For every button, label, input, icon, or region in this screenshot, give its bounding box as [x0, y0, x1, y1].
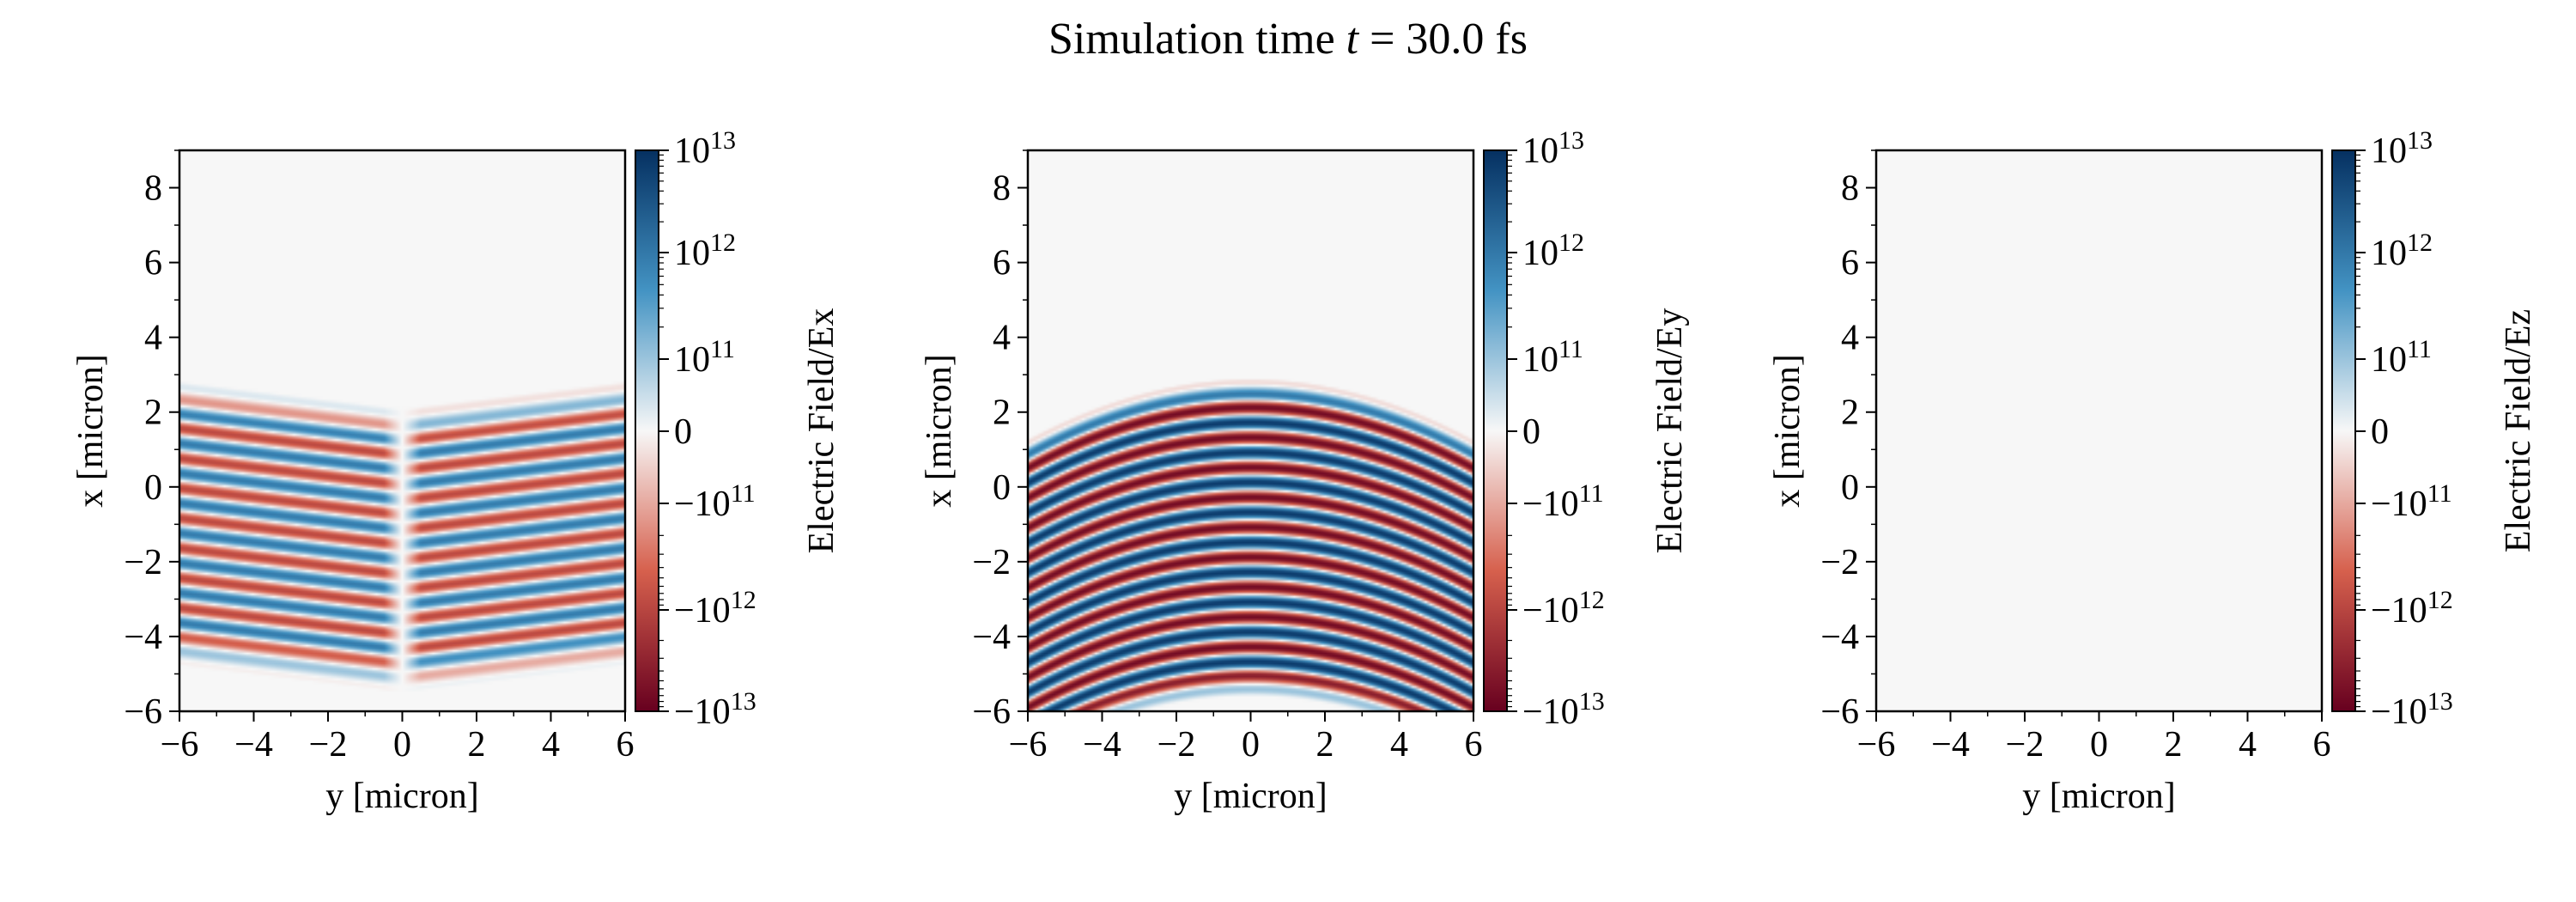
y-axis-label: x [micron]: [1768, 354, 1807, 507]
heatmap-ex: [179, 150, 625, 711]
heatmap-ez: [1876, 150, 2322, 711]
colorbar-tick-label: 0: [1522, 412, 1540, 452]
colorbar-gradient: [2332, 150, 2355, 711]
x-tick-label: −4: [1083, 725, 1121, 765]
x-tick-label: 4: [542, 725, 560, 765]
colorbar-tick-label: 0: [674, 412, 692, 452]
x-tick-label: 6: [2313, 725, 2331, 765]
y-tick-label: −4: [972, 618, 1011, 657]
x-tick-label: 4: [1390, 725, 1408, 765]
y-tick-label: 8: [993, 169, 1011, 209]
y-tick-label: 4: [144, 319, 162, 358]
y-tick-label: 2: [144, 393, 162, 433]
panel-ez: −6 −4 −2 0 2 4 6 −6 −4 −2 0 2 4 6 8 y [micron] x [micron…: [1768, 126, 2538, 816]
colorbar-tick-label: −1011: [1522, 479, 1604, 524]
x-tick-label: −4: [234, 725, 273, 765]
x-tick-label: 6: [617, 725, 635, 765]
heatmap-ey: [1028, 150, 1473, 711]
colorbar-tick-label: −1012: [1522, 586, 1605, 631]
x-tick-label: −2: [309, 725, 348, 765]
y-tick-label: −4: [1820, 618, 1859, 657]
y-tick-label: 4: [1841, 319, 1859, 358]
panel-ey: −6 −4 −2 0 2 4 6 −6 −4 −2 0 2 4 6 8 y [micron] x [micron…: [920, 126, 1690, 816]
y-tick-label: 2: [1841, 393, 1859, 433]
y-tick-label: −6: [972, 692, 1011, 732]
x-tick-label: −4: [1931, 725, 1970, 765]
colorbar-tick-label: 1011: [674, 335, 735, 380]
colorbar-tick-label: 1013: [674, 126, 736, 171]
colorbar-tick-label: 1012: [1522, 229, 1584, 273]
colorbar: 1013 1012 1011 0 −1011 −1012 −1013 Electric Fie…: [635, 126, 841, 732]
colorbar-gradient: [635, 150, 659, 711]
colorbar-tick-label: −1011: [2371, 479, 2452, 524]
colorbar-tick-label: 1013: [2371, 126, 2433, 171]
x-tick-label: 0: [1242, 725, 1260, 765]
colorbar-tick-label: 1012: [674, 229, 736, 273]
colorbar-tick-label: 0: [2371, 412, 2389, 452]
x-tick-label: 2: [468, 725, 486, 765]
x-tick-label: 0: [393, 725, 411, 765]
y-tick-label: 6: [1841, 244, 1859, 283]
x-tick-label: −2: [2006, 725, 2044, 765]
y-tick-label: −6: [124, 692, 162, 732]
x-axis-label: y [micron]: [325, 777, 478, 816]
panels: −6 −4 −2 0 2 4 6 −6 −4 −2 0 2 4 6 8 y [micron] x [micron…: [71, 126, 2538, 816]
colorbar-tick-label: −1012: [2371, 586, 2453, 631]
colorbar-tick-label: −1013: [674, 687, 756, 732]
x-tick-label: 6: [1465, 725, 1483, 765]
colorbar-tick-label: −1013: [1522, 687, 1605, 732]
y-tick-label: −2: [972, 543, 1011, 582]
colorbar-gradient: [1484, 150, 1507, 711]
x-tick-label: 2: [1316, 725, 1334, 765]
panel-ex: −6 −4 −2 0 2 4 6 −6 −4 −2 0 2 4 6 8 y [micron] x [micron…: [71, 126, 841, 816]
y-tick-label: −4: [124, 618, 162, 657]
x-axis-label: y [micron]: [2022, 777, 2175, 816]
colorbar-label: Electric Field/Ey: [1650, 308, 1690, 554]
colorbar-tick-label: 1011: [2371, 335, 2432, 380]
colorbar-label: Electric Field/Ex: [802, 308, 841, 554]
x-tick-label: 2: [2165, 725, 2183, 765]
colorbar-tick-label: −1012: [674, 586, 756, 631]
y-tick-label: 2: [993, 393, 1011, 433]
y-tick-label: 8: [144, 169, 162, 209]
y-tick-label: −2: [1820, 543, 1859, 582]
x-tick-label: 0: [2090, 725, 2108, 765]
x-tick-label: 4: [2239, 725, 2257, 765]
colorbar-tick-label: 1012: [2371, 229, 2433, 273]
x-tick-label: −6: [161, 725, 199, 765]
y-axis-label: x [micron]: [920, 354, 959, 507]
colorbar: 1013 1012 1011 0 −1011 −1012 −1013 Electric Fie…: [1483, 126, 1690, 732]
y-tick-label: 0: [144, 468, 162, 508]
y-tick-label: 6: [144, 244, 162, 283]
colorbar-tick-label: −1013: [2371, 687, 2453, 732]
y-tick-label: 8: [1841, 169, 1859, 209]
colorbar-tick-label: 1013: [1522, 126, 1584, 171]
y-tick-label: −2: [124, 543, 162, 582]
colorbar-tick-label: −1011: [674, 479, 756, 524]
y-tick-label: 6: [993, 244, 1011, 283]
figure-title: Simulation time t = 30.0 fs: [1048, 15, 1528, 64]
x-tick-label: −6: [1009, 725, 1048, 765]
y-tick-label: 0: [993, 468, 1011, 508]
x-tick-label: −6: [1857, 725, 1896, 765]
y-tick-label: −6: [1820, 692, 1859, 732]
y-axis-label: x [micron]: [71, 354, 111, 507]
x-axis-label: y [micron]: [1174, 777, 1327, 816]
x-tick-label: −2: [1157, 725, 1196, 765]
colorbar: 1013 1012 1011 0 −1011 −1012 −1013 Electric Fie…: [2331, 126, 2538, 732]
colorbar-tick-label: 1011: [1522, 335, 1583, 380]
y-tick-label: 0: [1841, 468, 1859, 508]
colorbar-label: Electric Field/Ez: [2499, 309, 2538, 552]
y-tick-label: 4: [993, 319, 1011, 358]
